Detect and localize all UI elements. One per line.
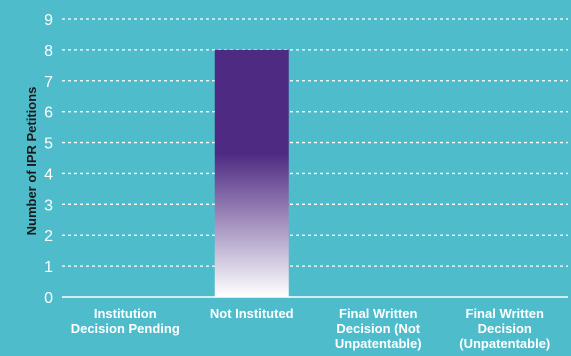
x-category-label-line: Decision Pending (71, 321, 180, 336)
y-tick-label: 4 (44, 166, 53, 183)
bars (214, 49, 289, 298)
x-category-label: Final Written Decision (Not Unpatentable) (335, 306, 422, 351)
y-tick-label: 5 (44, 136, 53, 153)
y-tick-label: 0 (44, 290, 53, 307)
y-tick-label: 2 (44, 228, 53, 245)
x-category-label-line: Not Instituted (210, 306, 294, 321)
grid-lines (62, 18, 568, 298)
y-tick-label: 8 (44, 43, 53, 60)
y-tick-label: 1 (44, 259, 53, 276)
x-category-label-line: Final Written (339, 306, 418, 321)
x-category-label: Final Written Decision (Unpatentable) (459, 306, 550, 351)
x-category-label: Institution Decision Pending (71, 306, 180, 336)
x-category-label-line: Decision (Not (336, 321, 420, 336)
x-category-label-line: Institution (94, 306, 157, 321)
x-category-label: Not Instituted (210, 306, 294, 321)
x-category-label-line: Decision (478, 321, 532, 336)
x-category-label-line: (Unpatentable) (459, 336, 550, 351)
y-tick-label: 6 (44, 105, 53, 122)
y-tick-labels: 0 1 2 3 4 5 6 7 8 9 (44, 12, 53, 307)
y-tick-label: 3 (44, 197, 53, 214)
x-category-label-line: Unpatentable) (335, 336, 422, 351)
y-axis-title: Number of IPR Petitions (24, 87, 39, 236)
bar (214, 49, 289, 298)
x-category-labels: Institution Decision Pending Not Institute… (71, 306, 551, 351)
y-tick-label: 7 (44, 74, 53, 91)
x-category-label-line: Final Written (466, 306, 545, 321)
y-tick-label: 9 (44, 12, 53, 29)
